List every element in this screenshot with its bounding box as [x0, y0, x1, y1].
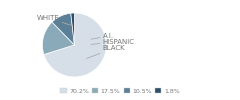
- Legend: 70.2%, 17.5%, 10.5%, 1.8%: 70.2%, 17.5%, 10.5%, 1.8%: [60, 88, 180, 94]
- Wedge shape: [52, 13, 74, 45]
- Text: WHITE: WHITE: [37, 15, 71, 25]
- Text: A.I.: A.I.: [91, 33, 114, 39]
- Wedge shape: [42, 22, 74, 55]
- Text: HISPANIC: HISPANIC: [91, 39, 135, 45]
- Text: BLACK: BLACK: [87, 45, 125, 58]
- Wedge shape: [71, 13, 74, 45]
- Wedge shape: [44, 13, 106, 77]
